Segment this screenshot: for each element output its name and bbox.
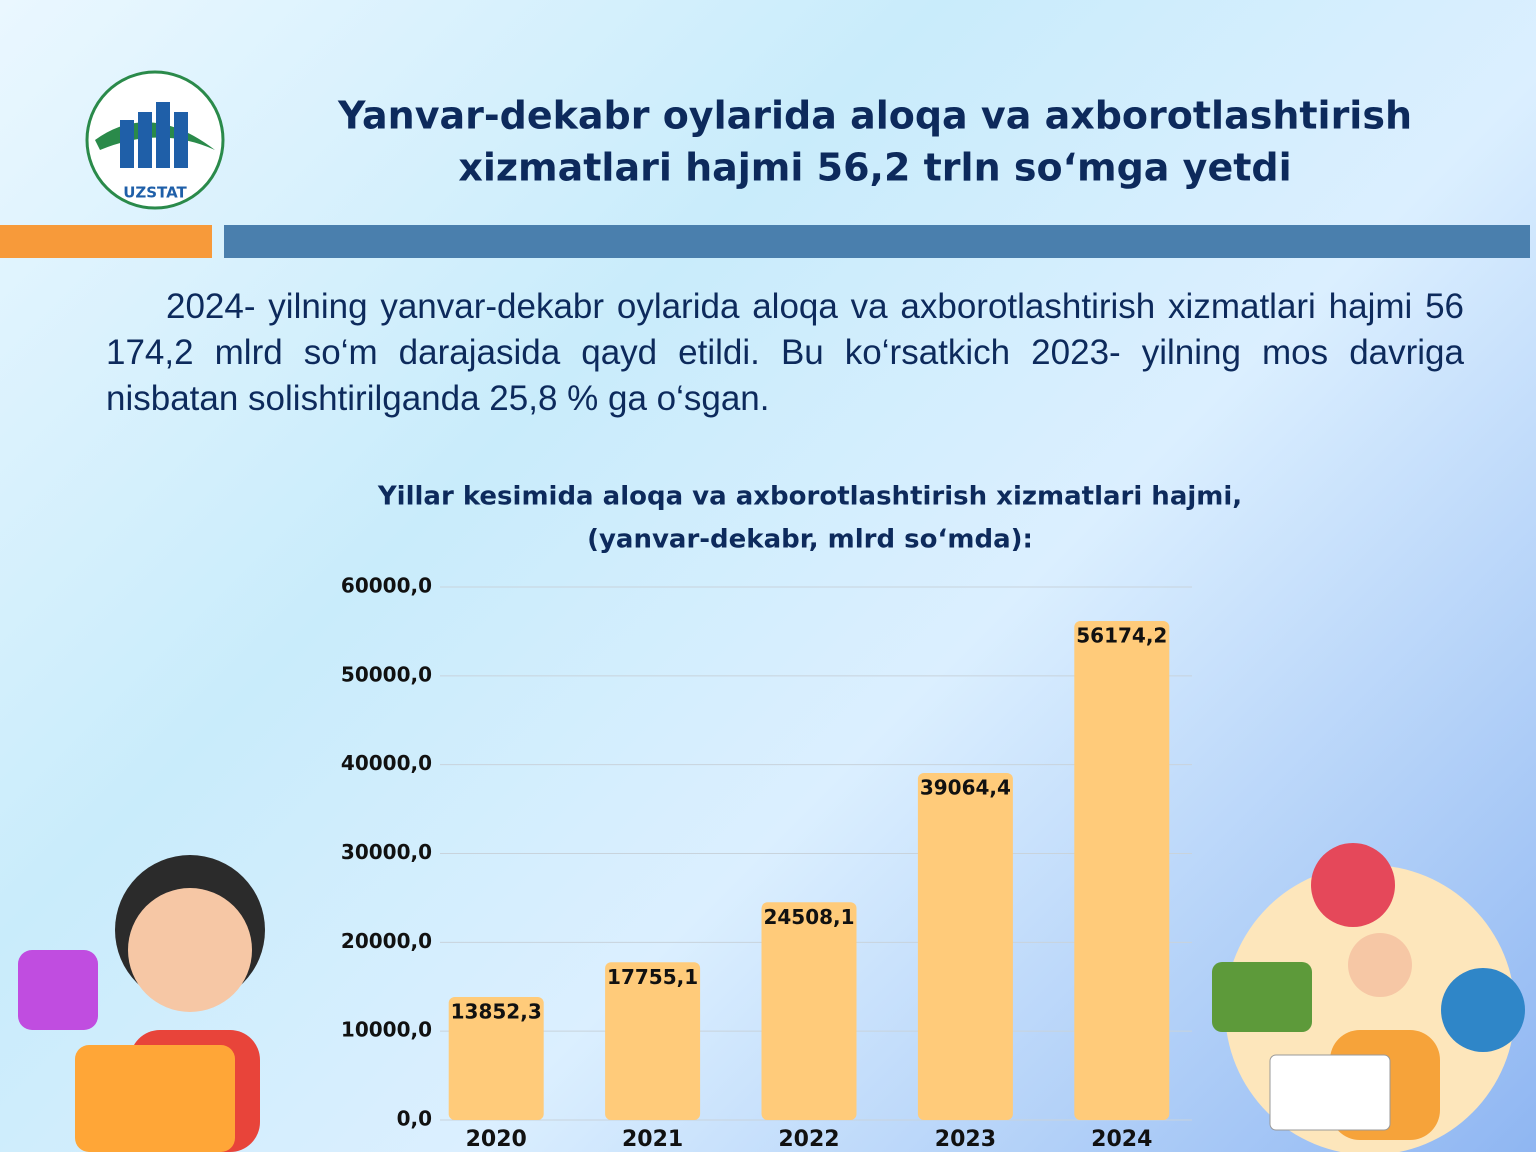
bar bbox=[761, 902, 857, 1120]
bar bbox=[605, 962, 701, 1120]
y-tick-label: 40000,0 bbox=[341, 751, 432, 775]
phone-icon bbox=[1441, 968, 1525, 1052]
y-tick-label: 0,0 bbox=[397, 1107, 432, 1131]
logo-bar bbox=[174, 112, 188, 168]
divider bbox=[224, 225, 1530, 258]
x-tick-label: 2022 bbox=[778, 1127, 839, 1152]
title: Yanvar-dekabr oylarida aloqa va axborotl… bbox=[337, 94, 1412, 138]
illustration-right bbox=[1212, 843, 1525, 1152]
y-tick-label: 50000,0 bbox=[341, 662, 432, 686]
logo-bar bbox=[120, 120, 134, 168]
face bbox=[1348, 933, 1412, 997]
face bbox=[128, 888, 252, 1012]
y-tick-label: 30000,0 bbox=[341, 840, 432, 864]
y-tick-label: 10000,0 bbox=[341, 1018, 432, 1042]
logo-bar bbox=[156, 102, 170, 168]
mail-icon bbox=[1311, 843, 1395, 927]
laptop bbox=[1269, 1054, 1391, 1131]
paragraph: 2024- yilning yanvar-dekabr oylarida alo… bbox=[106, 287, 1464, 418]
x-tick-label: 2020 bbox=[466, 1127, 527, 1152]
bar bbox=[917, 772, 1013, 1120]
logo-text: UZSTAT bbox=[123, 184, 187, 202]
x-tick-label: 2024 bbox=[1091, 1127, 1152, 1152]
bar bbox=[448, 996, 544, 1120]
bar bbox=[1074, 620, 1170, 1120]
chart-title: Yillar kesimida aloqa va axborotlashtiri… bbox=[377, 482, 1242, 512]
x-tick-label: 2021 bbox=[622, 1127, 683, 1152]
chat-bubble bbox=[18, 950, 98, 1030]
illustration-left bbox=[18, 855, 265, 1152]
y-tick-label: 60000,0 bbox=[341, 574, 432, 598]
message-icon bbox=[1212, 962, 1312, 1032]
logo bbox=[85, 70, 225, 210]
title: xizmatlari hajmi 56,2 trln so‘mga yetdi bbox=[458, 146, 1291, 190]
value-label: 56174,2 bbox=[1076, 623, 1167, 647]
divider bbox=[0, 225, 212, 258]
value-label: 24508,1 bbox=[763, 905, 854, 929]
value-label: 17755,1 bbox=[607, 965, 698, 989]
value-label: 39064,4 bbox=[920, 775, 1011, 799]
logo-bar bbox=[138, 112, 152, 168]
laptop bbox=[75, 1045, 235, 1152]
x-tick-label: 2023 bbox=[935, 1127, 996, 1152]
y-tick-label: 20000,0 bbox=[341, 929, 432, 953]
value-label: 13852,3 bbox=[451, 999, 542, 1023]
chart-subtitle: (yanvar-dekabr, mlrd so‘mda): bbox=[587, 525, 1033, 555]
